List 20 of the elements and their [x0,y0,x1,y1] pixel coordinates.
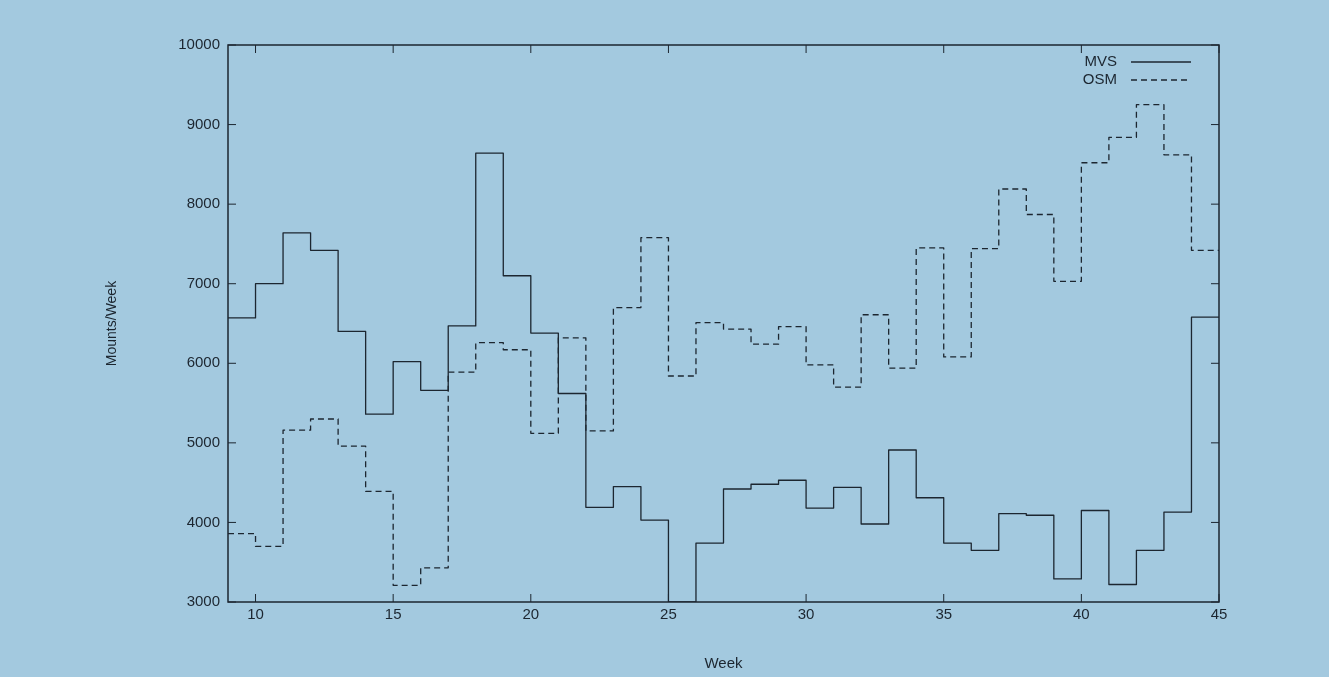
legend-label: MVS [1084,52,1117,70]
x-axis-title: Week [704,654,744,672]
y-tick-label: 4000 [186,512,220,530]
y-tick-label: 8000 [186,194,220,212]
y-tick-label: 6000 [186,353,220,371]
y-tick-label: 5000 [186,433,220,450]
y-tick-label: 7000 [186,273,220,291]
x-tick-label: 20 [522,605,540,623]
x-tick-label: 30 [797,605,815,623]
legend-label: OSM [1082,70,1117,88]
x-tick-label: 15 [384,605,402,623]
y-tick-label: 9000 [186,114,220,132]
x-tick-label: 10 [247,605,264,623]
x-tick-label: 25 [660,605,677,623]
y-tick-label: 3000 [186,592,220,610]
y-tick-label: 10000 [178,35,220,53]
x-tick-label: 40 [1073,605,1090,623]
x-tick-label: 45 [1210,605,1228,623]
y-axis-title: Mounts/Week [103,279,120,367]
x-tick-label: 35 [935,605,953,623]
